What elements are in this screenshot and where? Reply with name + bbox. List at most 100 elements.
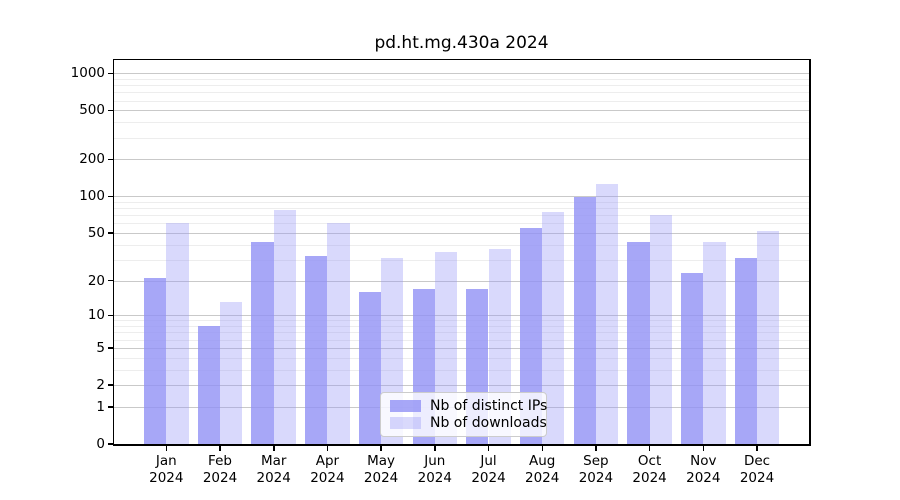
x-tick-label: Aug 2024 [525,453,560,486]
y-tick-label: 100 [79,188,105,205]
x-tick-label: Jan 2024 [149,453,184,486]
major-gridline [114,347,809,349]
bar-distinct-ips-jan [144,278,167,444]
top-spine [112,58,811,60]
minor-gridline [114,78,809,80]
minor-gridline [114,137,809,139]
x-tick-mark [756,445,758,451]
y-tick-label: 0 [96,436,105,452]
major-gridline [114,159,809,161]
minor-gridline [114,122,809,124]
y-tick-label: 1000 [70,65,105,82]
bar-downloads-sep [595,184,619,444]
bar-downloads-nov [703,242,726,444]
minor-gridline [114,339,809,341]
bar-distinct-ips-mar [251,242,274,444]
legend-item-distinct-ips: Nb of distinct IPs [390,398,547,414]
bar-downloads-apr [327,222,350,444]
x-tick-label: Dec 2024 [739,453,775,486]
y-tick-label: 10 [87,307,105,324]
bar-distinct-ips-may [358,292,382,444]
bar-downloads-feb [220,302,243,444]
x-tick-label: Oct 2024 [632,453,667,486]
major-gridline [114,385,809,386]
legend-swatch-distinct-ips [390,399,421,412]
x-tick-label: Apr 2024 [310,453,345,486]
x-tick-label: Feb 2024 [202,453,238,486]
y-tick-mark [107,443,113,445]
legend-label-distinct-ips: Nb of distinct IPs [430,397,548,414]
x-tick-mark [219,445,221,451]
legend: Nb of distinct IPs Nb of downloads [380,392,547,437]
legend-label-downloads: Nb of downloads [430,415,547,432]
x-tick-mark [273,445,275,451]
x-tick-mark [487,445,490,451]
x-tick-mark [541,445,543,451]
y-tick-mark [107,195,113,198]
x-tick-label: Sep 2024 [578,453,614,486]
y-tick-label: 50 [87,225,105,241]
x-tick-mark [165,445,168,451]
y-tick-label: 200 [79,151,105,168]
y-tick-label: 20 [87,272,105,289]
bar-downloads-dec [757,230,780,444]
minor-gridline [114,85,809,87]
bar-downloads-jan [166,223,189,444]
x-tick-mark [380,445,382,451]
y-tick-label: 1 [96,398,105,415]
y-tick-label: 500 [79,102,105,119]
bar-distinct-ips-oct [627,242,650,444]
x-tick-label: Jul 2024 [471,453,506,486]
minor-gridline [114,332,809,334]
bar-distinct-ips-apr [305,256,328,444]
bar-distinct-ips-sep [573,196,596,444]
minor-gridline [114,326,809,328]
x-tick-label: Nov 2024 [686,453,721,486]
minor-gridline [114,100,809,102]
x-tick-label: May 2024 [363,453,399,486]
legend-swatch-downloads [390,417,421,430]
major-gridline [114,233,809,234]
minor-gridline [114,357,809,359]
y-tick-mark [107,384,113,386]
major-gridline [114,196,809,198]
minor-gridline [114,244,809,246]
y-tick-mark [107,72,113,74]
bar-distinct-ips-nov [681,273,704,444]
x-tick-label: Mar 2024 [256,453,291,486]
legend-item-downloads: Nb of downloads [390,415,547,431]
major-gridline [114,73,809,75]
y-tick-mark [107,279,113,282]
x-tick-label: Jun 2024 [417,453,452,486]
minor-gridline [114,369,809,371]
minor-gridline [114,320,809,322]
chart-title: pd.ht.mg.430a 2024 [374,33,549,53]
minor-gridline [114,92,809,94]
right-spine [809,60,811,446]
x-tick-mark [648,445,651,451]
y-tick-mark [107,109,113,112]
y-tick-mark [107,406,113,408]
y-tick-label: 5 [96,339,105,356]
y-tick-mark [107,158,113,161]
minor-gridline [114,259,809,261]
bar-downloads-oct [649,215,672,444]
bar-distinct-ips-aug [519,228,543,444]
major-gridline [114,110,809,112]
y-tick-label: 2 [96,377,105,393]
bar-downloads-mar [273,209,296,444]
y-tick-mark [107,314,113,317]
bar-downloads-aug [542,212,565,444]
x-tick-mark [595,445,597,451]
y-tick-mark [107,347,113,349]
minor-gridline [114,201,809,203]
x-tick-mark [702,445,704,451]
bottom-spine [112,444,811,446]
bar-distinct-ips-feb [197,326,220,444]
x-tick-mark [434,445,436,451]
minor-gridline [114,215,809,217]
major-gridline [114,280,809,282]
minor-gridline [114,208,809,210]
x-tick-mark [326,445,329,451]
